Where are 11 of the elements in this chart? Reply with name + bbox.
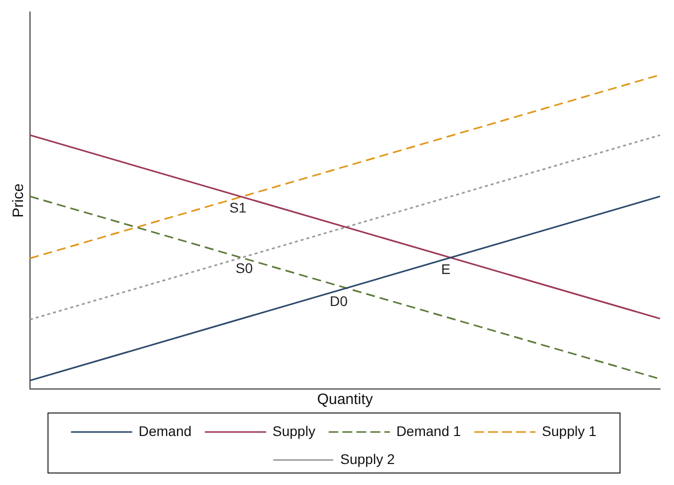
- x-axis-title: Quantity: [317, 391, 374, 408]
- annotation: S0: [236, 260, 253, 276]
- legend-label: Supply: [272, 422, 316, 439]
- annotation: D0: [330, 292, 348, 309]
- legend-label: Demand 1: [396, 422, 462, 439]
- legend-label: Supply 1: [542, 422, 597, 439]
- legend-label: Supply 2: [340, 450, 395, 467]
- annotation: S1: [229, 199, 247, 216]
- annotation: E: [441, 261, 450, 278]
- legend-label: Demand: [138, 422, 192, 439]
- y-axis-title: Price: [10, 183, 28, 218]
